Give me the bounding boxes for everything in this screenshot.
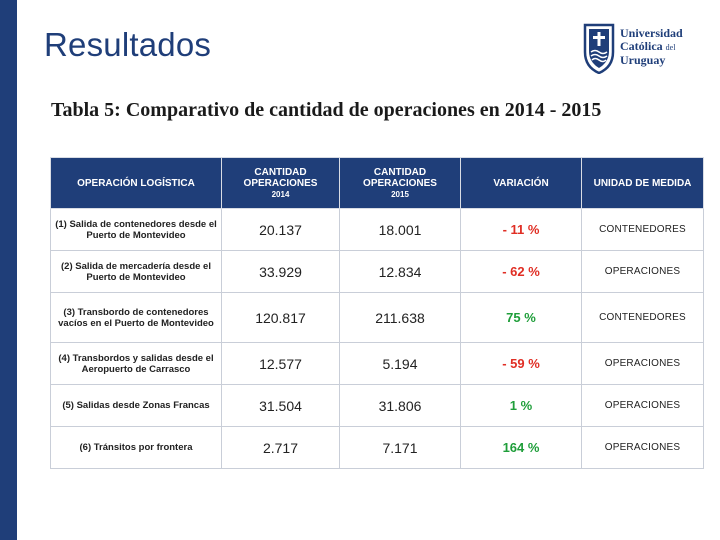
cell-variation: 75 % <box>460 292 582 343</box>
cell-unit: OPERACIONES <box>581 250 704 293</box>
cell-unit: OPERACIONES <box>581 342 704 385</box>
cell-unit: OPERACIONES <box>581 426 704 469</box>
header-operation: OPERACIÓN LOGÍSTICA <box>50 157 222 209</box>
table-caption: Tabla 5: Comparativo de cantidad de oper… <box>51 99 602 121</box>
operations-table: OPERACIÓN LOGÍSTICA CANTIDAD OPERACIONES… <box>50 157 704 469</box>
cell-2015: 5.194 <box>339 342 461 385</box>
shield-icon <box>583 23 615 74</box>
header-qty-2015-line1: CANTIDAD <box>373 166 427 178</box>
cell-2015: 31.806 <box>339 384 461 427</box>
cell-operation: (4) Transbordos y salidas desde el Aerop… <box>50 342 222 385</box>
cell-variation: 164 % <box>460 426 582 469</box>
table-row: (3) Transbordo de contenedores vacíos en… <box>50 292 704 343</box>
cell-operation: (6) Tránsitos por frontera <box>50 426 222 469</box>
cell-operation: (1) Salida de contenedores desde el Puer… <box>50 208 222 251</box>
cell-operation: (5) Salidas desde Zonas Francas <box>50 384 222 427</box>
table-header-row: OPERACIÓN LOGÍSTICA CANTIDAD OPERACIONES… <box>50 157 704 209</box>
table-row: (4) Transbordos y salidas desde el Aerop… <box>50 342 704 385</box>
logo-line-2-small: del <box>665 43 676 52</box>
cell-variation: - 59 % <box>460 342 582 385</box>
left-accent-bar <box>0 0 17 540</box>
cell-2015: 18.001 <box>339 208 461 251</box>
logo-line-3: Uruguay <box>620 53 666 67</box>
cell-operation: (2) Salida de mercadería desde el Puerto… <box>50 250 222 293</box>
header-qty-2015: CANTIDAD OPERACIONES 2015 <box>339 157 461 209</box>
cell-unit: CONTENEDORES <box>581 208 704 251</box>
cell-operation: (3) Transbordo de contenedores vacíos en… <box>50 292 222 343</box>
header-qty-2015-line2: OPERACIONES <box>363 177 437 189</box>
table-row: (6) Tránsitos por frontera 2.717 7.171 1… <box>50 426 704 469</box>
university-logo: Universidad Católica del Uruguay <box>582 22 692 76</box>
cell-variation: - 62 % <box>460 250 582 293</box>
cell-2015: 12.834 <box>339 250 461 293</box>
cell-2014: 12.577 <box>221 342 340 385</box>
cell-variation: 1 % <box>460 384 582 427</box>
cell-2014: 120.817 <box>221 292 340 343</box>
cell-2014: 31.504 <box>221 384 340 427</box>
header-qty-2014-line1: CANTIDAD <box>254 166 307 178</box>
table-row: (2) Salida de mercadería desde el Puerto… <box>50 250 704 293</box>
header-qty-2014: CANTIDAD OPERACIONES 2014 <box>221 157 340 209</box>
header-unit: UNIDAD DE MEDIDA <box>581 157 704 209</box>
cell-2014: 33.929 <box>221 250 340 293</box>
cell-2015: 211.638 <box>339 292 461 343</box>
header-qty-2014-line2: OPERACIONES <box>243 177 318 189</box>
cell-unit: OPERACIONES <box>581 384 704 427</box>
cell-variation: - 11 % <box>460 208 582 251</box>
cell-unit: CONTENEDORES <box>581 292 704 343</box>
cell-2015: 7.171 <box>339 426 461 469</box>
table-row: (5) Salidas desde Zonas Francas 31.504 3… <box>50 384 704 427</box>
header-variation: VARIACIÓN <box>460 157 582 209</box>
table-row: (1) Salida de contenedores desde el Puer… <box>50 208 704 251</box>
cell-2014: 2.717 <box>221 426 340 469</box>
header-qty-2015-year: 2015 <box>391 189 409 199</box>
slide-title: Resultados <box>44 26 212 63</box>
cell-2014: 20.137 <box>221 208 340 251</box>
header-qty-2014-year: 2014 <box>271 189 290 199</box>
logo-line-2: Católica <box>620 39 663 53</box>
logo-line-1: Universidad <box>620 26 683 40</box>
